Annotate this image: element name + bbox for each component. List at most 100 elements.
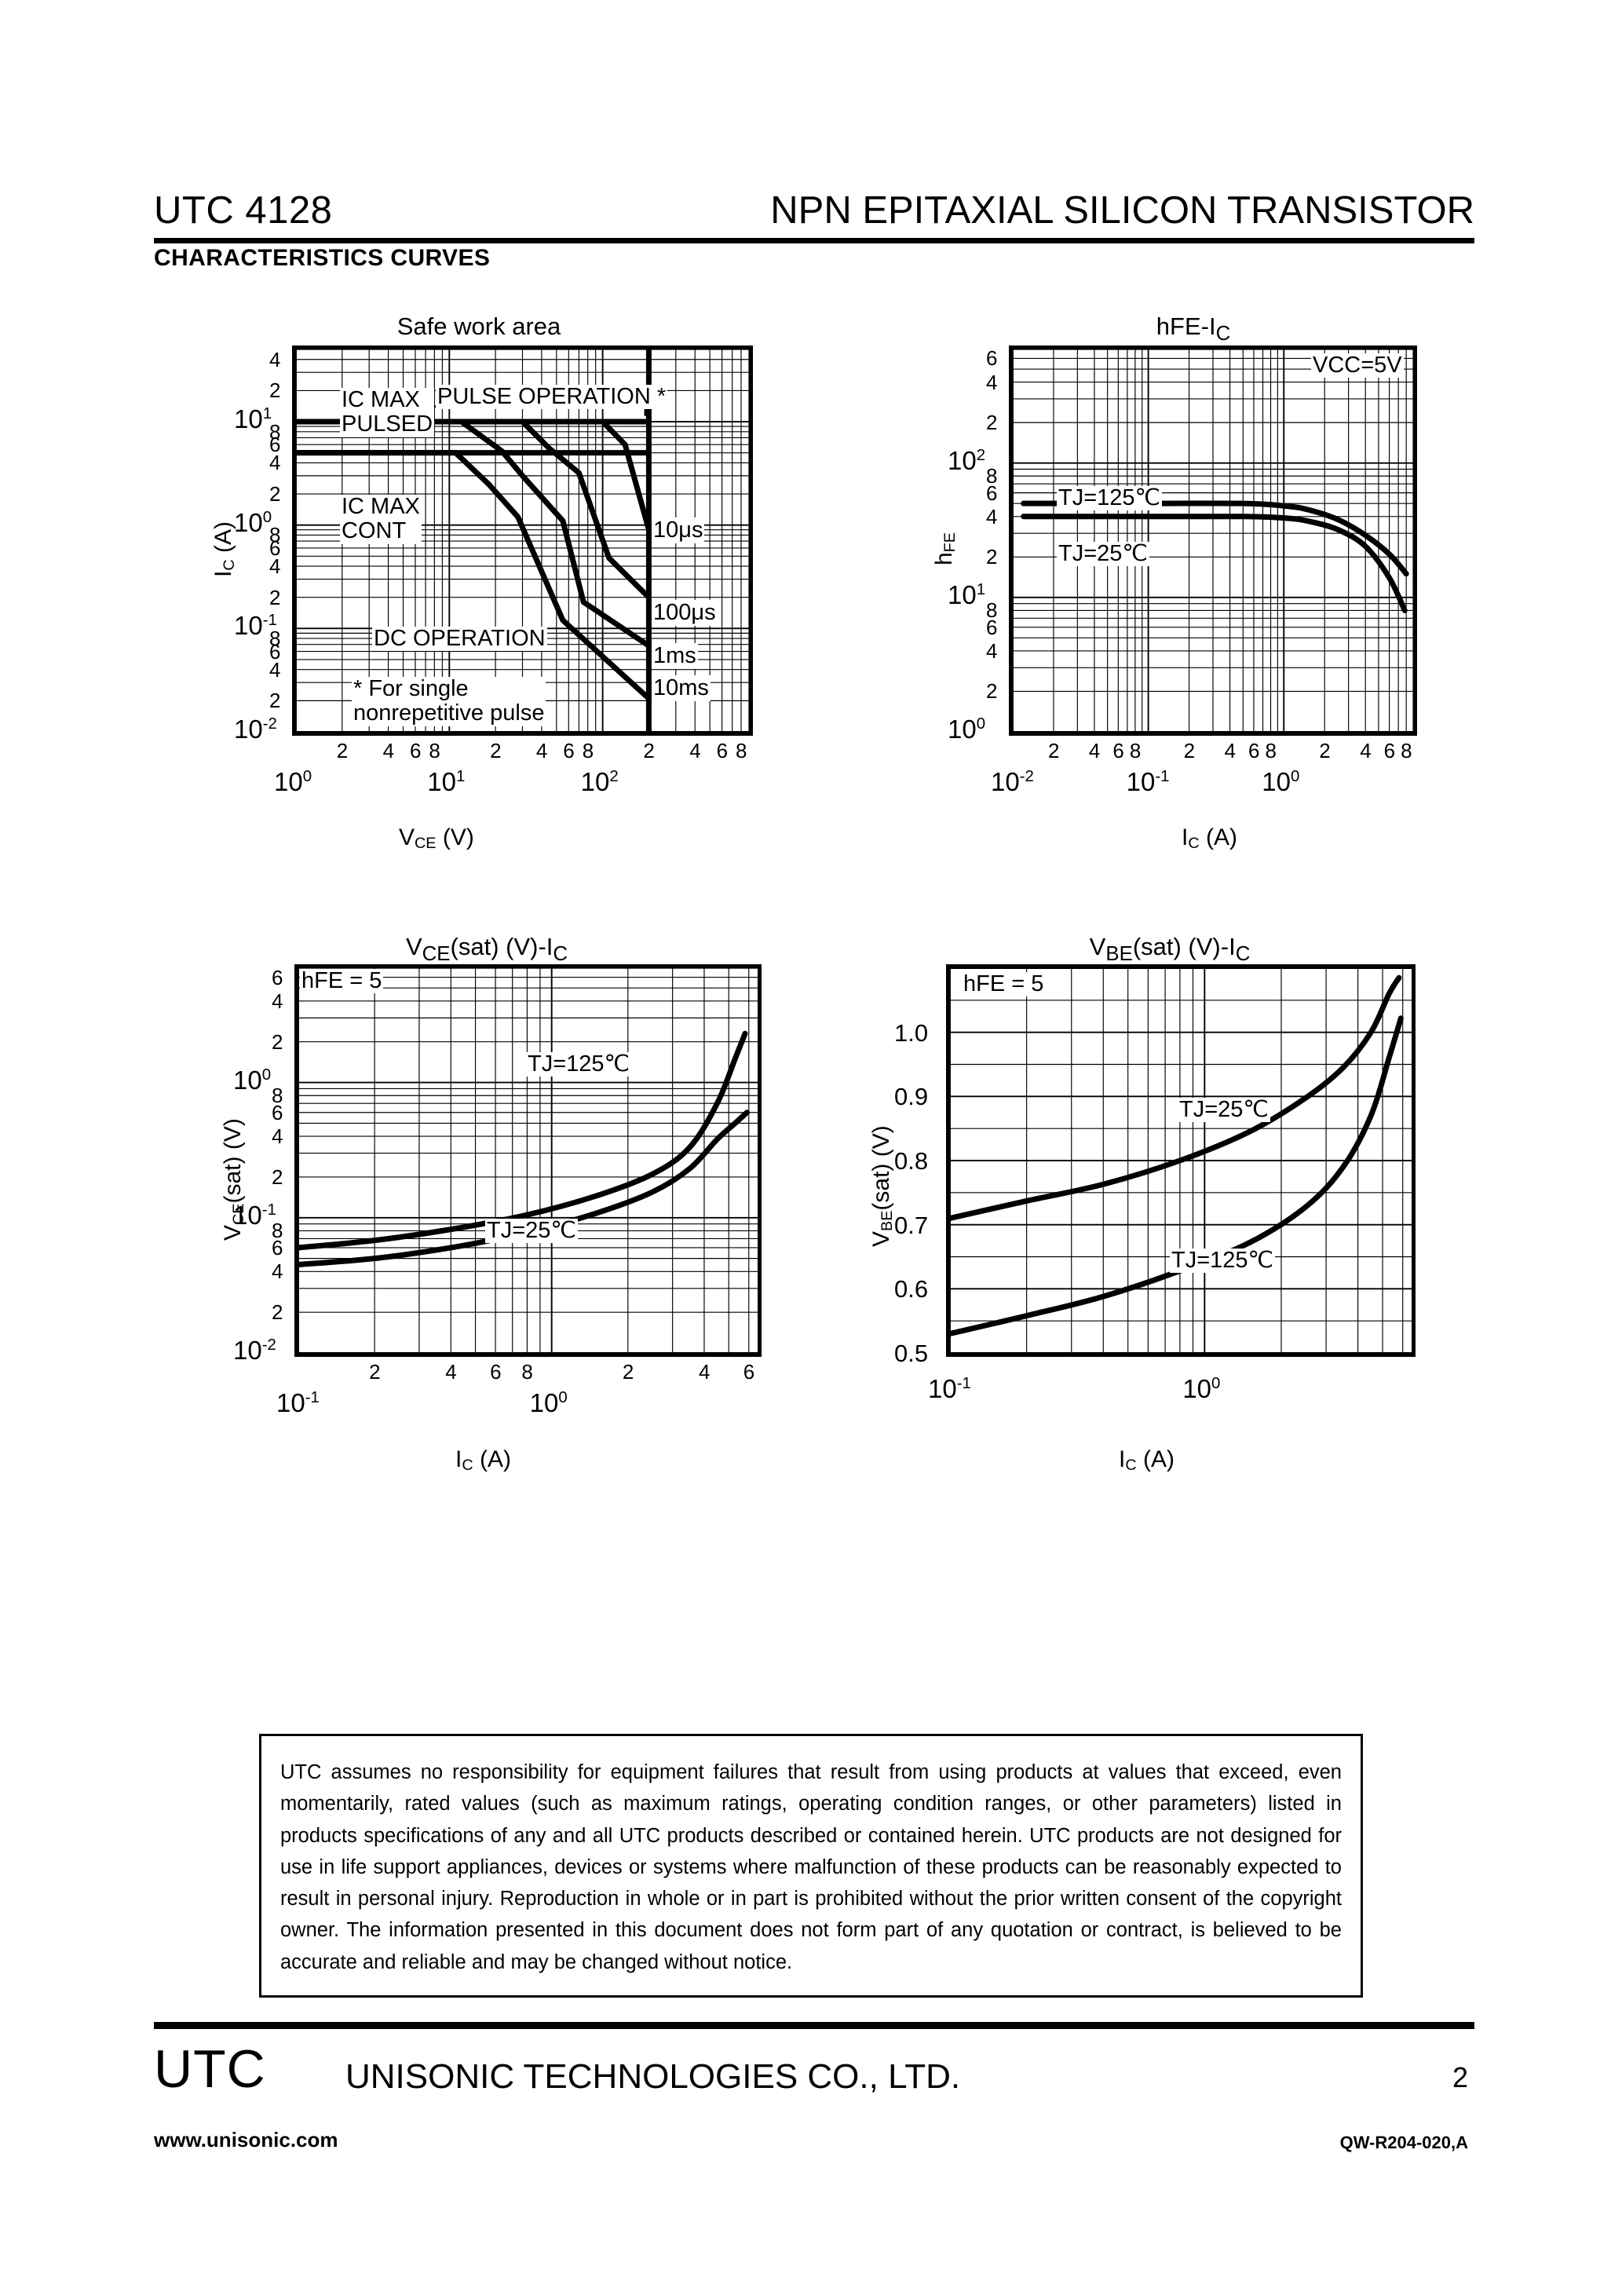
axis-tick-label: 8 bbox=[986, 598, 998, 623]
section-title: CHARACTERISTICS CURVES bbox=[154, 245, 491, 271]
axis-tick-label: 6 bbox=[269, 433, 281, 457]
axis-tick-label: 6 bbox=[1112, 739, 1124, 762]
axis-tick-label: 4 bbox=[535, 739, 548, 762]
axis-tick-label: 2 bbox=[269, 585, 281, 609]
chart4-y-axis-label: VBE(sat) (V) bbox=[868, 1125, 897, 1247]
axis-tick-label: 10-1 bbox=[233, 1200, 276, 1230]
axis-tick-label: 2 bbox=[269, 378, 281, 403]
chart2-curve-label-25c: TJ=25℃ bbox=[1057, 541, 1149, 567]
chart-vbesat-ic: VBE(sat) (V)-IC VBE(sat) (V) IC (A) 10-1… bbox=[864, 927, 1476, 1500]
axis-tick-label: 6 bbox=[269, 639, 281, 664]
axis-tick-label: 8 bbox=[582, 739, 594, 762]
axis-tick-label: 2 bbox=[272, 1029, 283, 1054]
axis-tick-label: 6 bbox=[1248, 739, 1260, 762]
axis-tick-label: 2 bbox=[269, 689, 281, 713]
axis-tick-label: 8 bbox=[272, 1084, 283, 1108]
axis-tick-label: 4 bbox=[272, 1124, 283, 1149]
part-number: UTC 4128 bbox=[154, 189, 333, 232]
axis-tick-label: 101 bbox=[948, 579, 986, 609]
axis-tick-label: 4 bbox=[1360, 739, 1372, 762]
chart1-annotation-pulse-operation: PULSE OPERATION * bbox=[436, 384, 668, 410]
axis-tick-label: 4 bbox=[269, 554, 281, 579]
document-code: QW-R204-020,A bbox=[1339, 2133, 1468, 2152]
axis-tick-label: 6 bbox=[986, 346, 998, 371]
chart1-curve-label-100us: 100μs bbox=[652, 600, 718, 626]
axis-tick-label: 6 bbox=[563, 739, 575, 762]
chart2-curve-label-125c: TJ=125℃ bbox=[1057, 485, 1163, 511]
chart1-title: Safe work area bbox=[396, 313, 561, 340]
axis-tick-label: 2 bbox=[1047, 739, 1060, 762]
chart4-x-axis-label: IC (A) bbox=[1119, 1446, 1174, 1475]
axis-tick-label: 4 bbox=[382, 739, 395, 762]
chart4-condition-label: hFE = 5 bbox=[962, 971, 1046, 997]
chart1-curve-label-1ms: 1ms bbox=[652, 643, 698, 669]
axis-tick-label: 4 bbox=[689, 739, 701, 762]
chart2-title: hFE-IC bbox=[1156, 313, 1231, 345]
axis-tick-label: 6 bbox=[1383, 739, 1396, 762]
axis-tick-label: 4 bbox=[445, 1360, 457, 1384]
axis-tick-label: 10-2 bbox=[991, 767, 1034, 796]
website-link[interactable]: www.unisonic.com bbox=[154, 2128, 338, 2152]
axis-tick-label: 10-2 bbox=[233, 1336, 276, 1365]
chart2-condition-label: VCC=5V bbox=[1311, 353, 1404, 378]
chart2-x-axis-label: IC (A) bbox=[1182, 824, 1237, 853]
axis-tick-label: 4 bbox=[1224, 739, 1237, 762]
chart1-curve-label-10ms: 10ms bbox=[652, 675, 711, 701]
chart1-y-axis-label: IC (A) bbox=[210, 521, 239, 577]
chart4-curve-label-125c: TJ=125℃ bbox=[1170, 1248, 1276, 1274]
chart1-x-axis-label: VCE (V) bbox=[399, 824, 474, 853]
chart3-condition-label: hFE = 5 bbox=[300, 968, 384, 994]
axis-tick-label: 2 bbox=[1183, 739, 1196, 762]
axis-tick-label: 8 bbox=[736, 739, 747, 762]
axis-tick-label: 6 bbox=[986, 481, 998, 505]
axis-tick-label: 101 bbox=[234, 404, 272, 434]
axis-tick-label: 10-1 bbox=[276, 1388, 320, 1417]
axis-tick-label: 102 bbox=[580, 767, 619, 796]
axis-tick-label: 2 bbox=[622, 1360, 634, 1384]
chart-hfe-ic: hFE-IC hFE IC (A) 2 4 6 8 2 4 6 8 2 4 6 8 10-2 10-1 10… bbox=[903, 306, 1484, 879]
chart2-y-axis-label: hFE bbox=[931, 532, 959, 565]
axis-tick-label: 4 bbox=[269, 657, 281, 682]
chart1-annotation-icmax-pulsed: IC MAX PULSED bbox=[340, 387, 435, 437]
axis-tick-label: 8 bbox=[521, 1360, 533, 1384]
axis-tick-label: 2 bbox=[336, 739, 349, 762]
chart3-title: VCE(sat) (V)-IC bbox=[405, 933, 568, 966]
axis-tick-label: 2 bbox=[986, 679, 998, 704]
axis-tick-label: 2 bbox=[272, 1164, 283, 1189]
axis-tick-label: 2 bbox=[490, 739, 502, 762]
axis-tick-label: 10-2 bbox=[234, 715, 277, 744]
axis-tick-label: 6 bbox=[743, 1360, 755, 1384]
chart4-plot-area bbox=[946, 964, 1416, 1357]
axis-tick-label: 8 bbox=[269, 627, 281, 651]
axis-tick-label: 100 bbox=[233, 1065, 272, 1095]
chart2-plot-area bbox=[1009, 345, 1417, 736]
axis-tick-label: 8 bbox=[429, 739, 440, 762]
axis-tick-label: 8 bbox=[1265, 739, 1277, 762]
disclaimer-text: UTC assumes no responsibility for equipm… bbox=[280, 1761, 1342, 1973]
axis-tick-label: 2 bbox=[1319, 739, 1331, 762]
axis-tick-label: 8 bbox=[1129, 739, 1142, 762]
axis-tick-label: 0.7 bbox=[894, 1211, 929, 1239]
chart3-curve-label-25c: TJ=25℃ bbox=[485, 1218, 578, 1244]
axis-tick-label: 4 bbox=[272, 989, 283, 1013]
axis-tick-label: 8 bbox=[269, 419, 281, 444]
axis-tick-label: 2 bbox=[643, 739, 655, 762]
chart3-x-axis-label: IC (A) bbox=[455, 1446, 511, 1475]
axis-tick-label: 6 bbox=[272, 965, 283, 989]
axis-tick-label: 6 bbox=[272, 1235, 283, 1260]
axis-tick-label: 0.5 bbox=[894, 1340, 929, 1367]
chart4-curve-label-25c: TJ=25℃ bbox=[1178, 1097, 1270, 1123]
chart1-annotation-footnote: * For single nonrepetitive pulse bbox=[352, 676, 546, 726]
page-header: UTC 4128 NPN EPITAXIAL SILICON TRANSISTO… bbox=[154, 188, 1474, 250]
axis-tick-label: 100 bbox=[1262, 767, 1300, 796]
axis-tick-label: 100 bbox=[234, 507, 272, 537]
chart1-curve-label-10us: 10μs bbox=[652, 517, 705, 543]
axis-tick-label: 101 bbox=[427, 767, 466, 796]
axis-tick-label: 8 bbox=[986, 464, 998, 488]
axis-tick-label: 4 bbox=[272, 1260, 283, 1284]
axis-tick-label: 10-1 bbox=[234, 611, 277, 641]
page-number: 2 bbox=[1452, 2061, 1468, 2093]
axis-tick-label: 2 bbox=[986, 545, 998, 569]
